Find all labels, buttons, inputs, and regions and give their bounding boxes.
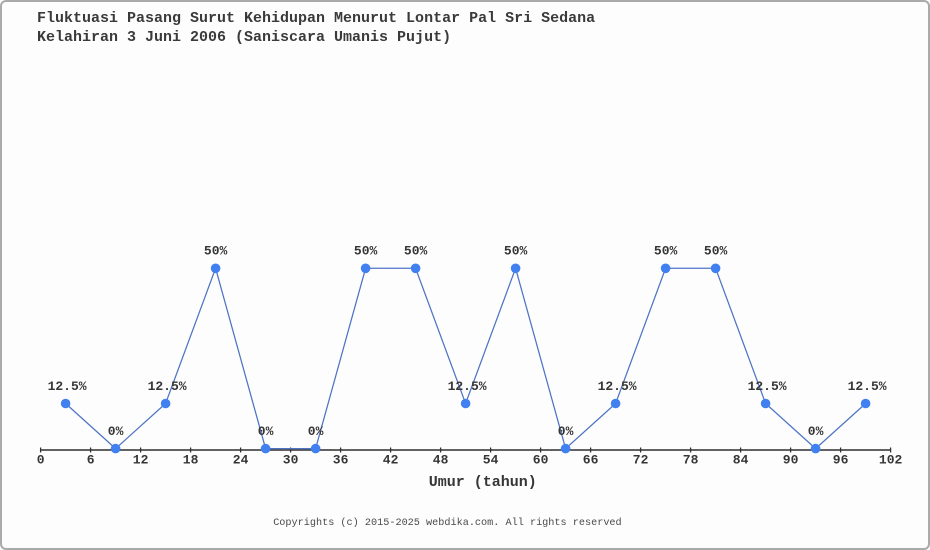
svg-text:12.5%: 12.5% <box>848 379 887 394</box>
svg-text:12.5%: 12.5% <box>748 379 787 394</box>
svg-text:50%: 50% <box>704 244 728 259</box>
svg-text:18: 18 <box>183 453 199 468</box>
svg-text:50%: 50% <box>654 244 678 259</box>
svg-text:0: 0 <box>37 453 45 468</box>
svg-text:12.5%: 12.5% <box>48 379 87 394</box>
svg-text:66: 66 <box>583 453 599 468</box>
svg-text:0%: 0% <box>308 424 324 439</box>
svg-text:48: 48 <box>433 453 449 468</box>
svg-text:50%: 50% <box>504 244 528 259</box>
svg-text:90: 90 <box>783 453 799 468</box>
svg-text:30: 30 <box>283 453 299 468</box>
svg-text:Kelahiran 3 Juni 2006 (Sanisca: Kelahiran 3 Juni 2006 (Saniscara Umanis … <box>37 29 451 46</box>
svg-text:50%: 50% <box>404 244 428 259</box>
svg-text:24: 24 <box>233 453 249 468</box>
svg-text:0%: 0% <box>558 424 574 439</box>
svg-text:78: 78 <box>683 453 699 468</box>
svg-text:42: 42 <box>383 453 399 468</box>
svg-text:0%: 0% <box>808 424 824 439</box>
svg-text:72: 72 <box>633 453 649 468</box>
svg-text:0%: 0% <box>258 424 274 439</box>
svg-text:60: 60 <box>533 453 549 468</box>
svg-text:Copyrights (c) 2015-2025 webdi: Copyrights (c) 2015-2025 webdika.com. Al… <box>273 517 621 529</box>
svg-text:12.5%: 12.5% <box>598 379 637 394</box>
svg-text:6: 6 <box>87 453 95 468</box>
svg-text:50%: 50% <box>204 244 228 259</box>
svg-text:Fluktuasi Pasang Surut Kehidup: Fluktuasi Pasang Surut Kehidupan Menurut… <box>37 10 595 27</box>
svg-text:84: 84 <box>733 453 749 468</box>
svg-text:12.5%: 12.5% <box>448 379 487 394</box>
svg-text:54: 54 <box>483 453 499 468</box>
svg-text:50%: 50% <box>354 244 378 259</box>
svg-text:12: 12 <box>133 453 149 468</box>
svg-text:12.5%: 12.5% <box>148 379 187 394</box>
svg-text:96: 96 <box>833 453 849 468</box>
svg-text:36: 36 <box>333 453 349 468</box>
svg-text:102: 102 <box>879 453 903 468</box>
svg-text:0%: 0% <box>108 424 124 439</box>
svg-text:Umur (tahun): Umur (tahun) <box>429 474 537 491</box>
